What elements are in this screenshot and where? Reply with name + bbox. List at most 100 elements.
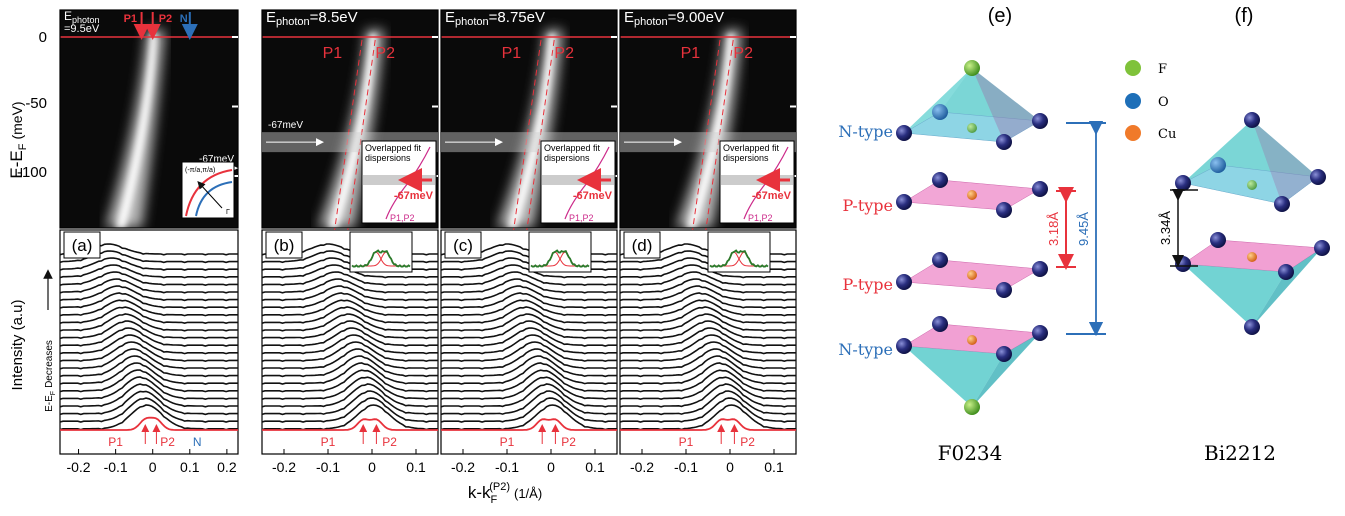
edc-curve (261, 355, 438, 378)
x-tick-label: 0 (149, 459, 157, 475)
edc-fit-data (709, 249, 769, 268)
f0234-structure: N-type P-type P-type N-type 3.18Å 9.45Å … (838, 60, 1106, 465)
edc-curve (261, 334, 438, 355)
edc-curve-fermi (441, 418, 617, 431)
edc-curve (59, 348, 238, 370)
edc-curve (440, 362, 617, 385)
dim-bi2212-label: 3.34Å (1158, 211, 1173, 245)
edc-stack (59, 229, 239, 455)
edc-label-p1: P1 (500, 435, 515, 449)
energy-axis: 0 -50 -100 E-EF(meV) Intensity (a.u) E-E… (7, 29, 57, 412)
edc-curve (440, 369, 617, 393)
edc-curve (440, 376, 617, 401)
edc-curve (619, 404, 796, 431)
edc-curve (261, 299, 438, 317)
edc-curve (261, 369, 438, 393)
edc-curve (59, 397, 238, 423)
x-tick-label: -0.2 (630, 459, 654, 475)
photon-energy-label: Ephoton=9.00eV (624, 9, 724, 28)
edc-label-p2: P2 (382, 435, 397, 449)
edc-curve (440, 278, 617, 294)
edc-curve (59, 299, 238, 317)
edc-curve (619, 362, 796, 385)
edc-curve (440, 404, 617, 431)
inset-corner-label: (-π/a,π/a) (185, 167, 215, 174)
edc-curve (619, 313, 796, 332)
dispersion-fit-line (347, 39, 376, 231)
arpes-panels: P1 P2 N (a) Ephoton=9.5eV -0.2 -0.1 0 0.1 0.2 P1 P2… (59, 9, 797, 475)
edc-curve (59, 404, 238, 431)
edc-curve (261, 383, 438, 408)
edc-label-n: N (193, 435, 202, 449)
cut-arrow (197, 181, 223, 209)
edc-curve (619, 369, 796, 393)
edc-curve (619, 306, 796, 325)
edc-curve (440, 341, 617, 363)
x-tick-label: 0.1 (180, 459, 200, 475)
gap-label: -67meV (268, 120, 303, 131)
dispersion-fit-line (526, 39, 555, 231)
panel-c: P1 P2 (c) Ephoton=8.75eV -0.2 -0.1 0 0.1 P1 P2 Ove… (440, 9, 618, 475)
inset-legend: P1,P2 (569, 213, 594, 223)
edc-curve (619, 292, 796, 309)
dim-large-label: 9.45Å (1076, 212, 1091, 246)
panel-tag-f: (f) (1235, 5, 1254, 27)
edc-curve (261, 327, 438, 347)
dispersion-fit-line (513, 39, 542, 231)
edc-curve (261, 313, 438, 332)
x-tick-label: -0.2 (66, 459, 90, 475)
edc-curve (261, 320, 438, 340)
layer-label-p-2: P-type (843, 275, 893, 294)
panel-tag: (c) (453, 236, 473, 255)
caption-bi2212: Bi2212 (1204, 441, 1276, 465)
y-axis-label: E-EF(meV) (7, 101, 29, 178)
line-label-p1: P1 (323, 45, 343, 62)
inset-subtitle: dispersions (544, 153, 590, 163)
edc-curve (619, 348, 796, 370)
edc-curve (440, 299, 617, 317)
x-tick-label: 0 (726, 459, 734, 475)
edc-curve (440, 348, 617, 370)
line-label-p2: P2 (733, 45, 753, 62)
caption-f0234: F0234 (938, 441, 1003, 465)
inset-title: Overlapped fit (723, 143, 780, 153)
edc-curve (440, 327, 617, 347)
edc-curve (59, 264, 238, 279)
decreases-label: E-EFDecreases (44, 340, 57, 412)
x-tick-label: 0.1 (764, 459, 784, 475)
bi2212-structure: 3.34Å Bi2212 (1158, 112, 1330, 465)
x-tick-label: -0.1 (674, 459, 698, 475)
edc-curve (261, 285, 438, 302)
edc-curve (261, 404, 438, 431)
element-legend: F O Cu (1125, 60, 1176, 142)
x-tick-label: -0.1 (495, 459, 519, 475)
edc-label-p2: P2 (740, 435, 755, 449)
arrow-label-p2: P2 (159, 13, 172, 25)
line-label-p2: P2 (375, 45, 395, 62)
legend-label-o: O (1158, 95, 1169, 110)
edc-curve (261, 306, 438, 325)
dispersion-core (328, 34, 376, 228)
edc-curve (440, 320, 617, 340)
edc-curve (261, 390, 438, 416)
edc-curve (619, 383, 796, 408)
y-tick-0: 0 (39, 29, 47, 46)
crystal-structures: (e) (f) (838, 5, 1330, 465)
edc-curve (619, 299, 796, 317)
line-label-p1: P1 (681, 45, 701, 62)
dispersion-fit-line (334, 39, 363, 231)
edc-curve (440, 292, 617, 309)
edc-curve (59, 292, 238, 309)
edc-curve (261, 362, 438, 385)
edc-curve (440, 306, 617, 325)
edc-label-p2: P2 (561, 435, 576, 449)
edc-curve (619, 334, 796, 355)
gap-label: -67meV (199, 154, 234, 165)
arrow-label-n: N (180, 13, 188, 25)
layer-label-p-1: P-type (843, 196, 893, 215)
photon-energy-value: =9.5eV (64, 23, 100, 35)
edc-curve (59, 390, 238, 416)
edc-curve (59, 383, 238, 408)
edc-curve (440, 383, 617, 408)
